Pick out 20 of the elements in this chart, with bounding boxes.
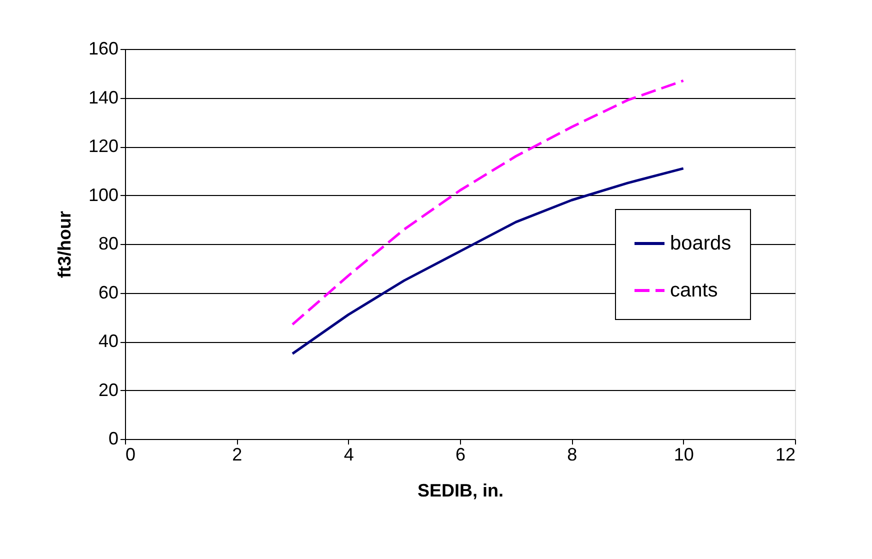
y-axis-title: ft3/hour (54, 211, 74, 278)
y-tick-label: 80 (98, 234, 118, 254)
legend-label: cants (670, 280, 718, 302)
y-tick-label: 140 (88, 87, 118, 108)
y-tick-label: 20 (98, 380, 118, 400)
y-tick-label: 120 (88, 136, 118, 156)
x-axis-title: SEDIB, in. (417, 480, 504, 500)
x-tick-label: 12 (775, 444, 796, 464)
x-tick-label: 2 (232, 444, 242, 464)
y-tick-label: 160 (88, 38, 118, 58)
x-tick-label: 8 (567, 444, 578, 464)
x-tick-label: 0 (126, 444, 136, 464)
legend-label: boards (670, 232, 732, 254)
y-tick-label: 40 (98, 331, 118, 351)
y-tick-label: 0 (108, 428, 118, 448)
x-tick-label: 6 (455, 444, 466, 464)
y-tick-label: 100 (88, 184, 118, 205)
x-tick-label: 10 (674, 444, 694, 464)
x-tick-label: 4 (344, 444, 354, 464)
y-tick-label: 60 (98, 282, 118, 302)
